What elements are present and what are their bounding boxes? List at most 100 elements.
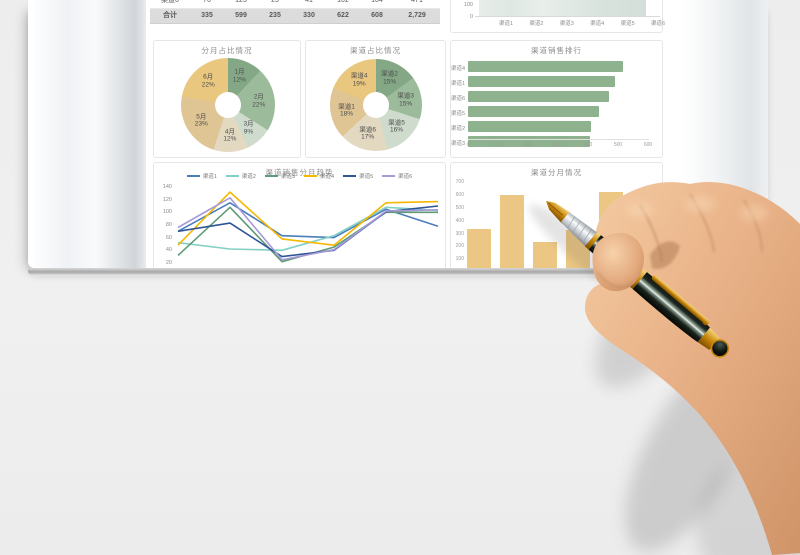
- pie-hole: [363, 92, 389, 118]
- rank-bar: [468, 61, 624, 72]
- column-bar: [566, 229, 590, 268]
- cap-jewel: [710, 339, 730, 358]
- table-row: 渠道6 76 123 25 41 102 104 471: [150, 0, 440, 9]
- area-fill: [479, 0, 646, 16]
- x-axis-label: 渠道2: [529, 21, 544, 27]
- pie-label-value: 18%: [340, 110, 354, 118]
- legend-dash: [186, 175, 200, 177]
- x-axis-tick: 200: [523, 142, 533, 148]
- pie-hole: [215, 92, 241, 118]
- x-axis-tick: 100: [493, 142, 503, 148]
- chart-title: 渠道占比情况: [350, 46, 401, 55]
- pie-label-name: 5月: [196, 113, 207, 121]
- pie-slice-label: 5月 23%: [183, 113, 219, 128]
- pie-label-name: 4月: [224, 128, 235, 136]
- rank-bar-label: 渠道3: [451, 140, 466, 147]
- legend-label: 渠道5: [359, 174, 374, 180]
- x-axis-label: 渠道3: [559, 21, 574, 27]
- y-axis-tick: 300: [455, 230, 464, 237]
- trend-line-渠道2: [177, 206, 439, 252]
- channel-area-chart-panel: 100 0 渠道1 渠道2 渠道3 渠道4 渠道5 渠道6: [450, 0, 665, 33]
- table-cell: 102: [337, 0, 349, 4]
- x-axis-line: [468, 139, 649, 140]
- chart-title: 渠道分月情况: [531, 168, 582, 177]
- legend-item: 渠道2: [225, 172, 256, 180]
- pie-slice-label: 渠道1 18%: [329, 103, 365, 118]
- column-bar: [599, 192, 623, 268]
- table-cell: 608: [371, 12, 383, 19]
- table-cell: 2,729: [408, 12, 426, 19]
- table-cell: 235: [269, 12, 281, 19]
- channel-rank-bar-panel: 渠道销售排行 渠道4 渠道1 渠道6 渠道5 渠道2 渠道3 0 100 200 300 400 50…: [450, 40, 663, 158]
- y-axis-tick: 40: [165, 247, 172, 254]
- table-cell: 76: [203, 0, 211, 4]
- pie-slice-label: 2月 22%: [241, 94, 277, 109]
- column-bar: [467, 229, 491, 268]
- legend-label: 渠道1: [202, 174, 217, 180]
- y-axis-tick: 100: [162, 209, 172, 216]
- legend-item: 渠道5: [343, 172, 373, 180]
- pie-label-value: 16%: [390, 126, 404, 134]
- y-axis-tick: 140: [162, 184, 172, 190]
- table-cell-label: 渠道6: [161, 0, 179, 4]
- pie-slice-label: 渠道4 19%: [341, 73, 377, 88]
- legend-dash: [382, 175, 396, 177]
- y-axis-tick: 60: [165, 234, 172, 241]
- pie-slice-label: 1月 12%: [221, 69, 257, 84]
- pie-slice-label: 6月 22%: [190, 74, 226, 89]
- legend-dash: [225, 175, 239, 177]
- x-axis-label: 渠道1: [498, 21, 514, 27]
- table-cell: 622: [337, 12, 349, 19]
- pie-label-name: 渠道6: [359, 126, 376, 134]
- chart-title: 渠道销售排行: [531, 46, 582, 55]
- legend-label: 渠道3: [280, 174, 295, 180]
- pie-label-name: 渠道1: [338, 103, 355, 111]
- legend-label: 渠道4: [320, 174, 335, 180]
- pie-label-name: 渠道2: [381, 70, 398, 78]
- cap-ring: [697, 327, 720, 351]
- x-axis-tick: 400: [583, 142, 593, 148]
- table-cell: 41: [305, 0, 313, 4]
- y-axis-tick: 200: [455, 243, 464, 250]
- x-axis-label: 渠道4: [590, 21, 605, 27]
- legend-dash: [264, 175, 278, 177]
- pie-label-value: 22%: [252, 101, 266, 109]
- column-bar: [533, 241, 557, 268]
- legend: 渠道1 渠道2 渠道3 渠道4 渠道5 渠道6: [154, 172, 445, 180]
- table-cell: 471: [411, 0, 423, 4]
- rank-bar-label: 渠道2: [451, 125, 466, 132]
- pie-label-value: 23%: [194, 120, 208, 128]
- monthly-trend-line-panel: 渠道销售分月趋势 渠道1 渠道2 渠道3 渠道4 渠道5 渠道6 20 40 60 80 100 1…: [153, 162, 446, 268]
- pen-barrel: [632, 272, 711, 343]
- x-axis-tick: 600: [643, 142, 653, 148]
- pie-label-value: 19%: [352, 80, 366, 88]
- pie-label-name: 3月: [243, 120, 254, 128]
- legend-item: 渠道3: [264, 172, 295, 180]
- table-cell-label: 合计: [163, 12, 177, 19]
- y-axis-tick: 400: [455, 217, 464, 224]
- pie-label-value: 22%: [201, 81, 215, 89]
- pie-slice-label: 3月 9%: [231, 121, 267, 136]
- legend-label: 渠道2: [241, 174, 256, 180]
- y-axis-tick: 500: [455, 205, 464, 211]
- chart-title: 渠道销售分月趋势: [265, 168, 334, 177]
- table-cell: 104: [371, 0, 383, 4]
- rank-bar: [468, 76, 616, 87]
- month-share-pie: 1月 12% 2月 22% 3月 9% 4月 12% 5月 23% 6月 22%: [181, 58, 275, 152]
- x-axis-tick: 300: [553, 142, 563, 148]
- pie-slice-label: 4月 12%: [212, 128, 248, 143]
- pie-label-value: 17%: [361, 133, 375, 141]
- legend-item: 渠道1: [186, 172, 217, 180]
- column-plot: 100 200 300 400 500 600 700: [451, 163, 662, 268]
- page-left-curl: [34, 0, 146, 268]
- legend-dash: [304, 175, 317, 177]
- sales-table: 渠道5渠道6761232541102104471合计33559923533062…: [150, 0, 440, 24]
- pie-label-name: 2月: [253, 93, 264, 101]
- rank-bar-label: 渠道6: [451, 95, 466, 102]
- rank-bar-label: 渠道5: [451, 110, 466, 117]
- x-axis-label: 渠道5: [620, 21, 635, 27]
- column-bar: [500, 195, 524, 268]
- table-cell: 25: [271, 0, 279, 4]
- table-cell: 335: [201, 12, 213, 19]
